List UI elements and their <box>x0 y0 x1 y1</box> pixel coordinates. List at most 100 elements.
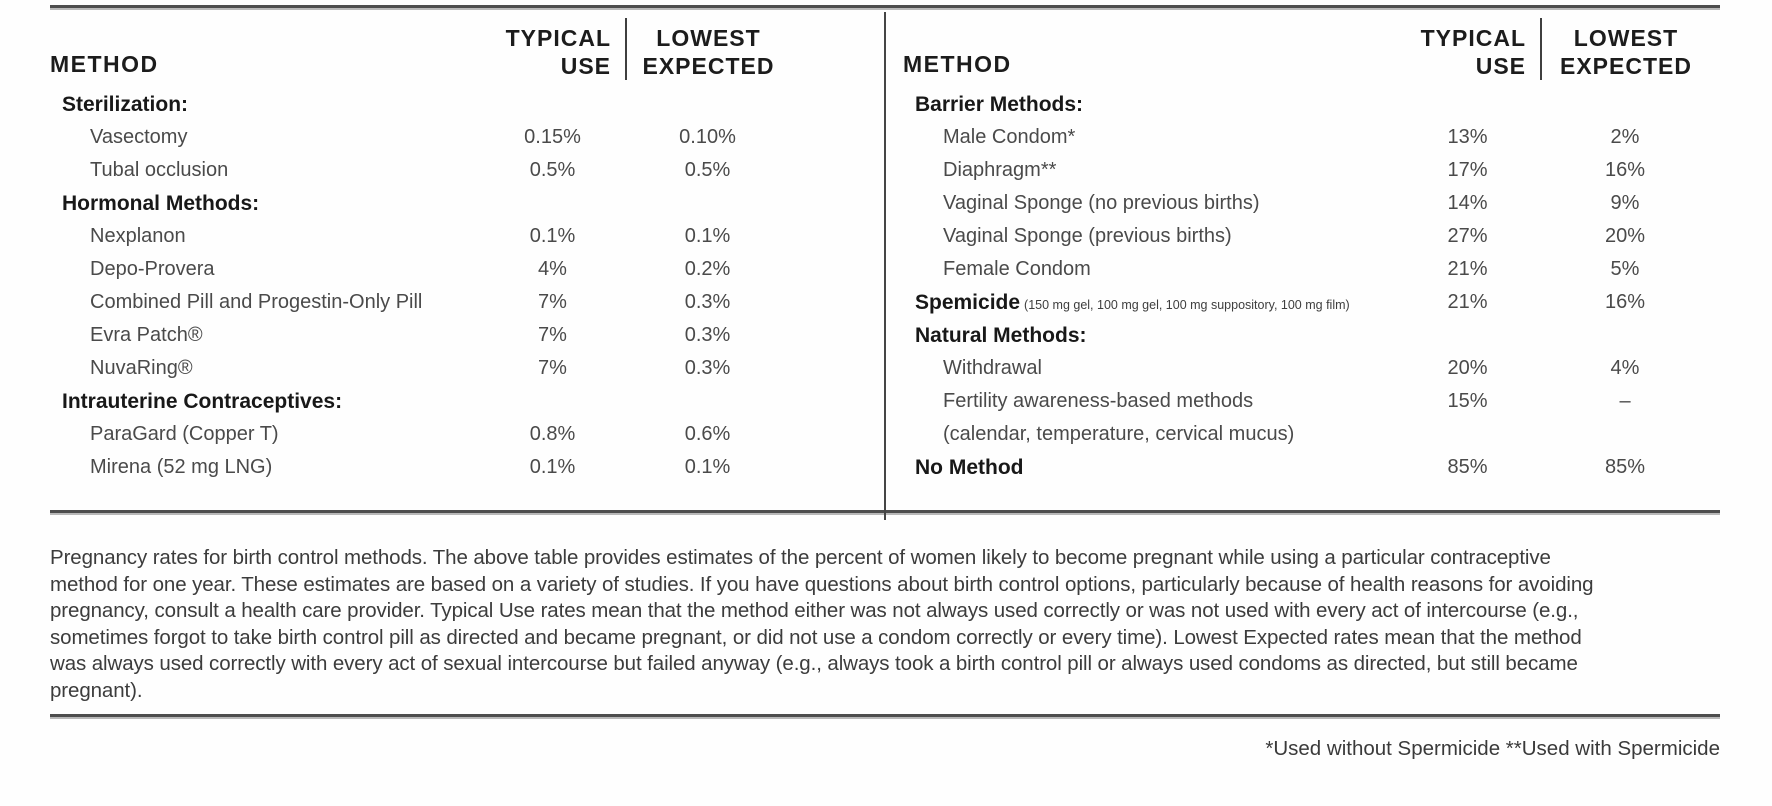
method-label-cell: Sterilization: <box>50 93 480 117</box>
lowest-expected-header-line1: LOWEST <box>656 24 761 51</box>
typical-use-value: 14% <box>1447 192 1488 214</box>
table-row: Female Condom 21% 5% <box>903 253 1720 286</box>
lowest-expected-value: 4% <box>1610 357 1640 379</box>
method-column-header: METHOD <box>903 51 1012 77</box>
lowest-expected-header-line2: EXPECTED <box>1560 52 1692 79</box>
methods-table-right: METHOD TYPICAL USE LOWEST EXPECTED Barri… <box>885 10 1720 510</box>
method-detail: (150 mg gel, 100 mg gel, 100 mg supposit… <box>1024 297 1350 312</box>
method-label: Natural Methods: <box>915 323 1087 347</box>
method-label-cell: Vaginal Sponge (previous births) <box>903 225 1395 248</box>
typical-use-value: 0.1% <box>529 456 576 478</box>
table-row: Vaginal Sponge (previous births) 27% 20% <box>903 220 1720 253</box>
typical-use-column-header: TYPICAL USE <box>480 10 625 80</box>
method-label: No Method <box>915 455 1024 479</box>
method-label-cell: Barrier Methods: <box>903 93 1395 117</box>
lowest-expected-value: 0.1% <box>684 456 731 478</box>
method-label-cell: Nexplanon <box>50 225 480 248</box>
lowest-expected-value: 16% <box>1604 159 1646 181</box>
typical-use-header-line2: USE <box>560 52 611 79</box>
method-label-cell: Depo-Provera <box>50 258 480 281</box>
method-label: Female Condom <box>943 258 1091 280</box>
table-row: Withdrawal 20% 4% <box>903 352 1720 385</box>
table-row: Nexplanon 0.1% 0.1% <box>50 220 885 253</box>
method-label: Diaphragm** <box>943 159 1057 181</box>
method-label-cell: Mirena (52 mg LNG) <box>50 456 480 479</box>
table-row: Barrier Methods: <box>903 88 1720 121</box>
footer-rule <box>50 714 1720 719</box>
lowest-expected-value: 5% <box>1610 258 1640 280</box>
method-label: Hormonal Methods: <box>62 191 260 215</box>
method-label-cell: Vaginal Sponge (no previous births) <box>903 192 1395 215</box>
method-label-cell: Natural Methods: <box>903 324 1395 348</box>
typical-use-value: 4% <box>538 258 567 280</box>
method-label-cell: Diaphragm** <box>903 159 1395 182</box>
table-row: Vaginal Sponge (no previous births) 14% 9% <box>903 187 1720 220</box>
table-row: Male Condom* 13% 2% <box>903 121 1720 154</box>
typical-use-value: 13% <box>1447 126 1488 148</box>
table-row: Hormonal Methods: <box>50 187 885 220</box>
lowest-expected-value: 0.3% <box>684 291 731 313</box>
typical-use-value: 21% <box>1447 291 1488 313</box>
spermicide-footnote: *Used without Spermicide **Used with Spe… <box>1265 737 1720 760</box>
lowest-expected-value: 0.5% <box>684 159 731 181</box>
typical-use-value: 15% <box>1447 390 1488 412</box>
lowest-expected-value: 0.6% <box>684 423 731 445</box>
lowest-expected-header-line1: LOWEST <box>1573 24 1679 51</box>
table-row: Vasectomy 0.15% 0.10% <box>50 121 885 154</box>
method-label-cell: Female Condom <box>903 258 1395 281</box>
table-row: Intrauterine Contraceptives: <box>50 385 885 418</box>
table-row: NuvaRing® 7% 0.3% <box>50 352 885 385</box>
methods-table-left: METHOD TYPICAL USE LOWEST EXPECTED Steri… <box>50 10 885 510</box>
table-row: Diaphragm** 17% 16% <box>903 154 1720 187</box>
method-column-header: METHOD <box>50 51 159 77</box>
method-label: Withdrawal <box>943 357 1042 379</box>
table-row: Mirena (52 mg LNG) 0.1% 0.1% <box>50 451 885 484</box>
method-label: Spemicide <box>915 290 1021 314</box>
method-label: (calendar, temperature, cervical mucus) <box>943 423 1295 445</box>
method-label: Vasectomy <box>90 126 188 148</box>
typical-use-column-header: TYPICAL USE <box>1395 10 1540 80</box>
table-row: Depo-Provera 4% 0.2% <box>50 253 885 286</box>
method-label: NuvaRing® <box>90 357 193 379</box>
method-label: Combined Pill and Progestin-Only Pill <box>90 291 423 313</box>
typical-use-value: 21% <box>1447 258 1488 280</box>
table-body: Barrier Methods: Male Condom* 13% 2% Diaphra… <box>903 88 1720 484</box>
rates-tables: METHOD TYPICAL USE LOWEST EXPECTED Steri… <box>50 10 1720 520</box>
table-row: Natural Methods: <box>903 319 1720 352</box>
method-label: Tubal occlusion <box>90 159 229 181</box>
method-label: Nexplanon <box>90 225 186 247</box>
method-label-cell: Fertility awareness-based methods <box>903 390 1395 413</box>
typical-use-header-line1: TYPICAL <box>1420 24 1526 51</box>
method-label: Intrauterine Contraceptives: <box>62 389 343 413</box>
method-label-cell: (calendar, temperature, cervical mucus) <box>903 423 1395 446</box>
lowest-expected-value: 0.2% <box>684 258 731 280</box>
lowest-expected-value: 20% <box>1604 225 1646 247</box>
table-row: Combined Pill and Progestin-Only Pill 7% 0… <box>50 286 885 319</box>
method-label-cell: Combined Pill and Progestin-Only Pill <box>50 291 480 314</box>
top-rule <box>50 5 1720 10</box>
method-label-cell: Tubal occlusion <box>50 159 480 182</box>
method-label-cell: Intrauterine Contraceptives: <box>50 390 480 414</box>
method-label-cell: Hormonal Methods: <box>50 192 480 216</box>
table-row: Evra Patch® 7% 0.3% <box>50 319 885 352</box>
method-label-cell: Evra Patch® <box>50 324 480 347</box>
typical-use-header-line1: TYPICAL <box>505 24 611 51</box>
lowest-expected-value: 85% <box>1604 456 1646 478</box>
method-label: Male Condom* <box>943 126 1076 148</box>
table-row: Fertility awareness-based methods 15% – <box>903 385 1720 418</box>
lowest-expected-value: – <box>1619 390 1631 412</box>
method-label: Fertility awareness-based methods <box>943 390 1254 412</box>
typical-use-value: 17% <box>1447 159 1488 181</box>
table-header: METHOD TYPICAL USE LOWEST EXPECTED <box>903 10 1720 88</box>
typical-use-value: 0.15% <box>524 126 581 148</box>
lowest-expected-column-header: LOWEST EXPECTED <box>625 18 790 80</box>
method-label: Vaginal Sponge (previous births) <box>943 225 1232 247</box>
typical-use-value: 7% <box>538 324 567 346</box>
table-row: Spemicide (150 mg gel, 100 mg gel, 100 mg… <box>903 286 1720 319</box>
method-label-cell: NuvaRing® <box>50 357 480 380</box>
table-header: METHOD TYPICAL USE LOWEST EXPECTED <box>50 10 885 88</box>
typical-use-value: 0.8% <box>529 423 576 445</box>
lowest-expected-value: 9% <box>1610 192 1640 214</box>
typical-use-header-line2: USE <box>1475 52 1526 79</box>
typical-use-value: 85% <box>1447 456 1488 478</box>
